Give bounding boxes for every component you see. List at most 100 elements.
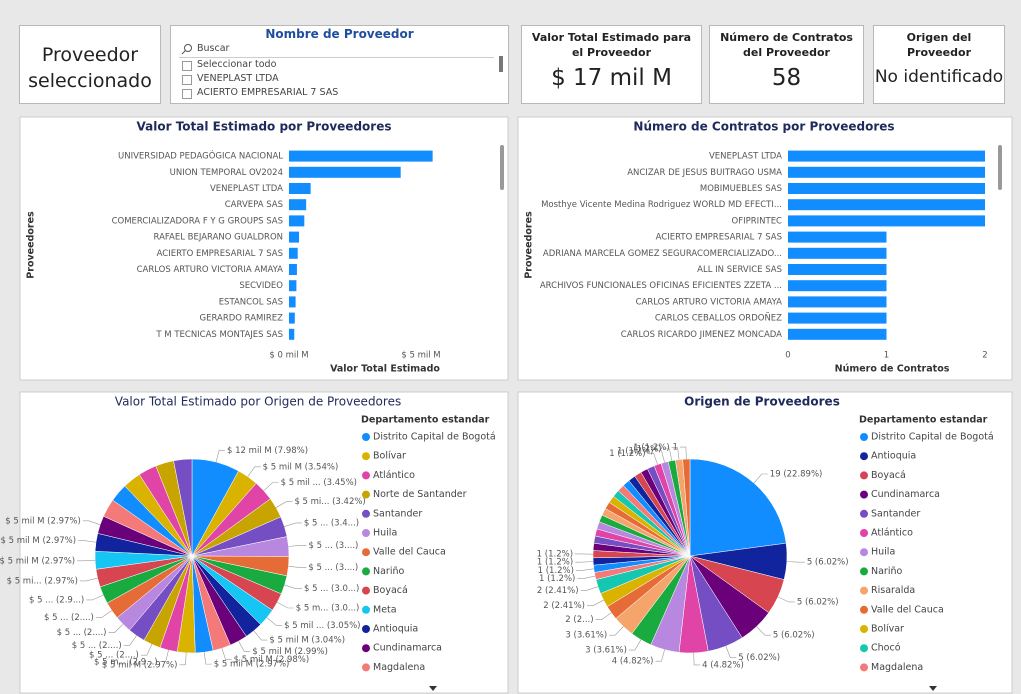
leader-line xyxy=(693,652,701,666)
y-tick-label: UNIVERSIDAD PEDAGÓGICA NACIONAL xyxy=(118,150,283,162)
legend-label: Valle del Cauca xyxy=(373,547,446,558)
legend-swatch xyxy=(362,605,370,614)
x-axis-title: Número de Contratos xyxy=(835,364,950,375)
chart-title: Número de Contratos por Proveedores xyxy=(633,120,894,134)
scrollbar[interactable] xyxy=(500,145,504,190)
legend-swatch xyxy=(860,529,868,537)
data-label: $ 5 mi... (3.42%) xyxy=(294,497,365,507)
scrollbar[interactable] xyxy=(998,145,1002,190)
data-label: $ 5 ... (2....) xyxy=(44,613,94,623)
y-tick-label: CARLOS RICARDO JIMENEZ MONCADA xyxy=(621,330,782,340)
legend-label: Cundinamarca xyxy=(373,643,442,654)
data-label: $ 5 mil M (2.97%) xyxy=(0,556,75,566)
scroll-arrow[interactable] xyxy=(429,686,437,691)
leader-line xyxy=(95,610,112,618)
leader-line xyxy=(647,452,658,465)
legend-swatch xyxy=(860,586,868,595)
legend-label: Atlántico xyxy=(373,470,415,481)
card-value: No identificado xyxy=(874,67,1004,87)
chart-title: Valor Total Estimado por Origen de Prove… xyxy=(115,395,401,409)
card-label: Valor Total Estimado para el Proveedor xyxy=(531,31,692,59)
data-label: $ 5 ... (3.4...) xyxy=(304,518,359,528)
bar xyxy=(788,264,887,275)
data-label: 3 (3.61%) xyxy=(565,631,607,641)
data-label: 1 (1.2%) xyxy=(537,549,573,559)
leader-line xyxy=(79,577,98,582)
option[interactable]: ACIERTO EMPRESARIAL 7 SAS xyxy=(197,87,339,98)
bar xyxy=(289,231,300,243)
legend-label: Meta xyxy=(373,604,397,615)
y-tick-label: SECVIDEO xyxy=(239,281,283,291)
scroll-arrow[interactable] xyxy=(929,686,937,691)
legend-swatch xyxy=(860,605,868,614)
leader-line xyxy=(595,612,612,621)
selected-card: Proveedor seleccionado xyxy=(19,25,161,104)
legend-swatch xyxy=(860,471,868,480)
legend-label: Nariño xyxy=(871,566,902,577)
legend-label: Antioquia xyxy=(871,451,916,462)
bar xyxy=(289,166,401,178)
leader-line xyxy=(238,640,251,652)
legend-label: Risaralda xyxy=(871,585,915,596)
data-label: $ 5 mil ... (3.05%) xyxy=(284,621,360,631)
leader-line xyxy=(203,652,212,665)
legend-swatch xyxy=(362,625,370,633)
checkbox[interactable] xyxy=(182,61,192,71)
leader-line xyxy=(221,648,232,660)
data-label: 1 (1.2%) xyxy=(609,449,645,459)
y-tick-label: ARCHIVOS FUNCIONALES OFICINAS EFICIENTES… xyxy=(540,281,782,291)
leader-line xyxy=(82,520,101,525)
legend-swatch xyxy=(860,663,868,672)
search-box[interactable]: Buscar xyxy=(197,43,230,54)
scrollbar[interactable] xyxy=(499,56,503,72)
card-value: $ 17 mil M xyxy=(551,65,672,91)
data-label: (1.2%) xyxy=(633,444,661,454)
leader-line xyxy=(753,473,768,484)
data-label: $ 5 m... (2.9...) xyxy=(94,657,158,667)
leader-line xyxy=(577,575,596,579)
data-label: 1 (1.2%) xyxy=(538,566,574,576)
data-label: 19 (22.89%) xyxy=(770,469,823,479)
y-axis-title: Proveedores xyxy=(26,211,37,279)
leader-line xyxy=(78,540,97,543)
pie-slice xyxy=(689,458,787,557)
checkbox[interactable] xyxy=(182,75,192,85)
option[interactable]: VENEPLAST LTDA xyxy=(197,73,279,84)
legend-title: Departamento estandar xyxy=(361,415,490,426)
leader-line xyxy=(253,630,268,641)
data-label: $ 5 ... (2....) xyxy=(72,641,122,651)
legend-swatch xyxy=(362,471,370,480)
leader-line xyxy=(777,596,795,603)
checkbox[interactable] xyxy=(182,89,192,99)
leader-line xyxy=(284,522,302,527)
bar xyxy=(788,280,887,292)
bar xyxy=(289,215,305,227)
card-label: Origen del Proveedor xyxy=(906,31,972,59)
y-axis-title: Proveedores xyxy=(524,211,535,279)
data-label: $ 5 ... (3.0...) xyxy=(304,584,359,594)
data-label: 2 (2.41%) xyxy=(543,601,585,611)
y-tick-label: T M TECNICAS MONTAJES SAS xyxy=(155,330,283,340)
kpi-card: Número de Contratos del Proveedor 58 xyxy=(709,25,864,104)
data-label: 1 xyxy=(672,443,677,453)
divider xyxy=(179,57,494,58)
data-label: $ 5 ... (3....) xyxy=(308,563,358,573)
legend-label: Magdalena xyxy=(871,662,923,673)
x-axis-title: Valor Total Estimado xyxy=(330,364,440,375)
y-tick-label: ACIERTO EMPRESARIAL 7 SAS xyxy=(656,233,782,243)
slicer-title: Nombre de Proveedor xyxy=(265,27,414,41)
data-label: 4 (4.82%) xyxy=(612,657,654,667)
card-value: 58 xyxy=(771,65,802,91)
y-tick-label: OFIPRINTEC xyxy=(732,216,783,226)
legend-swatch xyxy=(860,509,868,518)
leader-line xyxy=(288,565,307,568)
legend-swatch xyxy=(860,548,868,557)
slicer[interactable]: Nombre de Proveedor Buscar Seleccionar t… xyxy=(170,25,509,104)
legend-swatch xyxy=(860,452,868,461)
leader-line xyxy=(725,646,737,658)
option[interactable]: Seleccionar todo xyxy=(197,59,277,70)
y-tick-label: VENEPLAST LTDA xyxy=(709,152,782,162)
card-label: Número de Contratos del Proveedor xyxy=(720,31,853,59)
legend-label: Nariño xyxy=(373,566,404,577)
